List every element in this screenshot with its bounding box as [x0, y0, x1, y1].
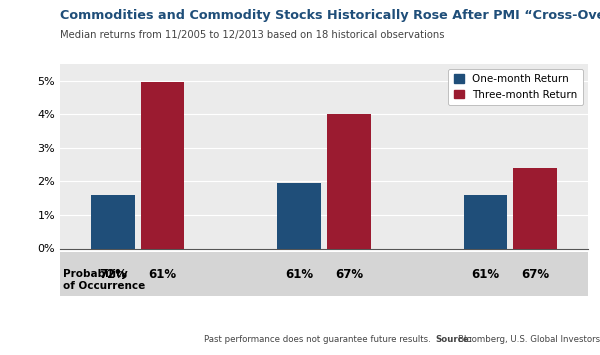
- Text: Probability: Probability: [63, 269, 128, 279]
- Text: Commodities and Commodity Stocks Historically Rose After PMI “Cross-Over”: Commodities and Commodity Stocks Histori…: [60, 9, 600, 22]
- Text: Past performance does not guarantee future results.: Past performance does not guarantee futu…: [204, 335, 431, 344]
- Bar: [464, 195, 507, 248]
- Text: Bloomberg, U.S. Global Investors: Bloomberg, U.S. Global Investors: [458, 335, 600, 344]
- Text: 67%: 67%: [335, 268, 363, 280]
- Text: of Occurrence: of Occurrence: [63, 281, 145, 291]
- Text: Source:: Source:: [435, 335, 472, 344]
- Text: 67%: 67%: [521, 268, 549, 280]
- Text: 61%: 61%: [148, 268, 176, 280]
- Bar: [277, 183, 321, 248]
- Text: 72%: 72%: [99, 268, 127, 280]
- Bar: [141, 82, 184, 248]
- Bar: [327, 114, 371, 248]
- Text: 61%: 61%: [285, 268, 313, 280]
- Text: 61%: 61%: [472, 268, 500, 280]
- Bar: [514, 168, 557, 248]
- Text: Median returns from 11/2005 to 12/2013 based on 18 historical observations: Median returns from 11/2005 to 12/2013 b…: [60, 30, 445, 40]
- Bar: [91, 195, 134, 248]
- Legend: One-month Return, Three-month Return: One-month Return, Three-month Return: [448, 69, 583, 105]
